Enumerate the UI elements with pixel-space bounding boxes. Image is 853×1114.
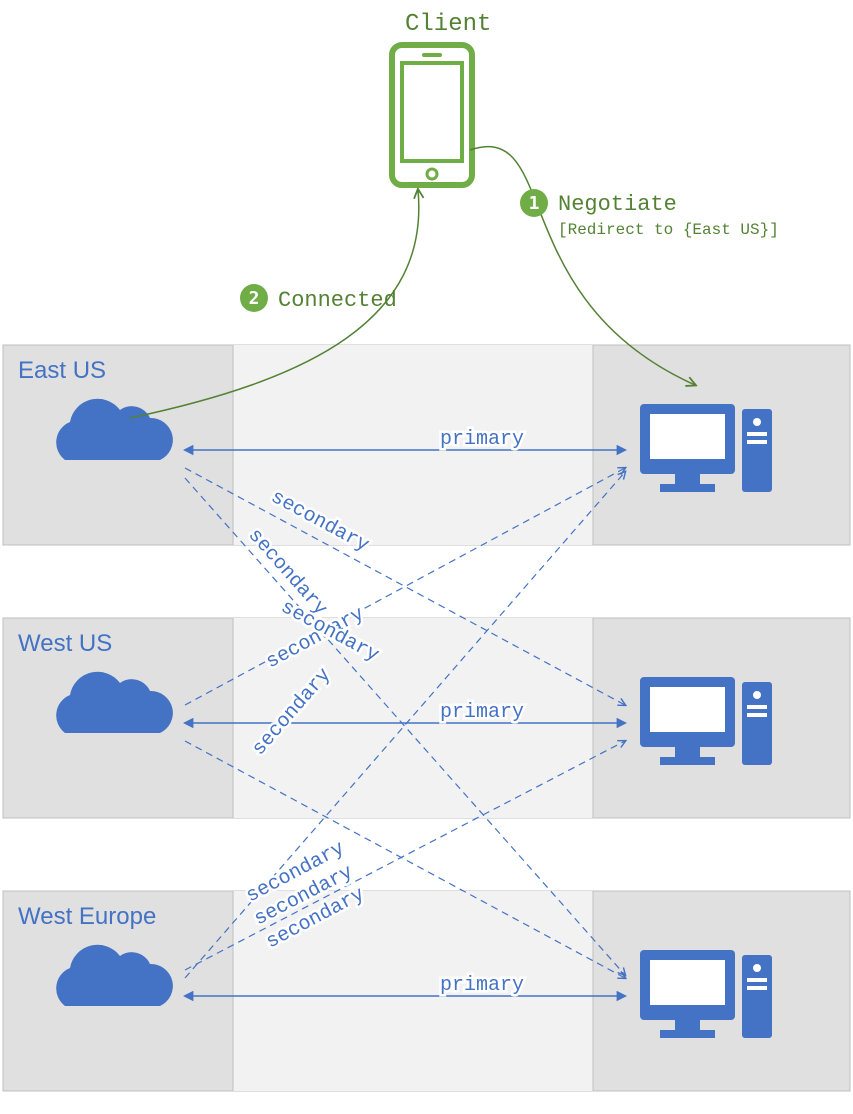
region-label: West Europe bbox=[18, 903, 156, 930]
region-label: East US bbox=[18, 357, 106, 384]
negotiate-badge-number: 1 bbox=[529, 193, 540, 214]
negotiate-label: Negotiate bbox=[558, 192, 677, 217]
connected-badge-number: 2 bbox=[249, 288, 260, 309]
region-label: West US bbox=[18, 630, 112, 657]
primary-label: primary bbox=[440, 974, 524, 997]
primary-label: primary bbox=[440, 701, 524, 724]
client-label: Client bbox=[405, 11, 491, 38]
primary-label: primary bbox=[440, 428, 524, 451]
connected-label: Connected bbox=[278, 288, 397, 313]
negotiate-sublabel: [Redirect to {East US}] bbox=[558, 221, 779, 239]
architecture-diagram: secondarysecondarysecondarysecondaryseco… bbox=[0, 0, 853, 1114]
